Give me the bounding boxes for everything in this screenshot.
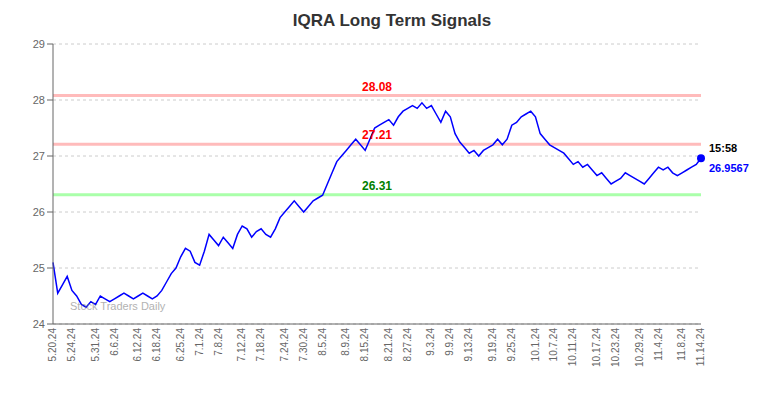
svg-text:9.13.24: 9.13.24 [463, 328, 474, 362]
svg-text:28: 28 [33, 94, 45, 106]
svg-text:5.31.24: 5.31.24 [90, 328, 101, 362]
svg-text:10.23.24: 10.23.24 [610, 328, 621, 367]
svg-text:5.20.24: 5.20.24 [47, 328, 58, 362]
svg-text:27: 27 [33, 150, 45, 162]
svg-text:26.9567: 26.9567 [709, 162, 749, 174]
svg-text:8.27.24: 8.27.24 [402, 328, 413, 362]
svg-text:10.1.24: 10.1.24 [530, 328, 541, 362]
svg-text:7.8.24: 7.8.24 [213, 328, 224, 356]
html-text:IQRA Long Term Signals: IQRA Long Term Signals [292, 11, 492, 30]
svg-text:28.08: 28.08 [362, 80, 392, 94]
svg-text:7.18.24: 7.18.24 [255, 328, 266, 362]
svg-text:11.14.24: 11.14.24 [695, 328, 706, 367]
svg-text:29: 29 [33, 38, 45, 50]
svg-text:9.19.24: 9.19.24 [487, 328, 498, 362]
svg-text:11.8.24: 11.8.24 [676, 328, 687, 361]
svg-text:26: 26 [33, 206, 45, 218]
svg-text:7.1.24: 7.1.24 [194, 328, 205, 356]
svg-text:15:58: 15:58 [709, 142, 737, 154]
svg-text:11.4.24: 11.4.24 [653, 328, 664, 361]
svg-text:8.9.24: 8.9.24 [340, 328, 351, 356]
svg-text:7.24.24: 7.24.24 [279, 328, 290, 362]
svg-text:6.18.24: 6.18.24 [151, 328, 162, 362]
svg-text:6.6.24: 6.6.24 [109, 328, 120, 356]
svg-text:24: 24 [33, 318, 45, 330]
svg-text:9.25.24: 9.25.24 [506, 328, 517, 362]
svg-text:9.3.24: 9.3.24 [425, 328, 436, 356]
svg-text:5.24.24: 5.24.24 [66, 328, 77, 362]
svg-text:10.29.24: 10.29.24 [634, 328, 645, 367]
svg-text:10.17.24: 10.17.24 [591, 328, 602, 367]
svg-text:26.31: 26.31 [362, 179, 392, 193]
svg-text:7.12.24: 7.12.24 [236, 328, 247, 362]
svg-text:6.12.24: 6.12.24 [132, 328, 143, 362]
svg-text:6.25.24: 6.25.24 [175, 328, 186, 362]
svg-text:10.7.24: 10.7.24 [548, 328, 559, 362]
svg-text:8.21.24: 8.21.24 [383, 328, 394, 362]
svg-text:27.21: 27.21 [362, 128, 392, 142]
html-text:Stock Traders Daily: Stock Traders Daily [70, 300, 166, 312]
svg-text:10.11.24: 10.11.24 [567, 328, 578, 367]
svg-text:25: 25 [33, 262, 45, 274]
svg-text:8.15.24: 8.15.24 [359, 328, 370, 362]
svg-text:9.9.24: 9.9.24 [444, 328, 455, 356]
svg-text:8.5.24: 8.5.24 [317, 328, 328, 356]
svg-text:7.30.24: 7.30.24 [298, 328, 309, 362]
